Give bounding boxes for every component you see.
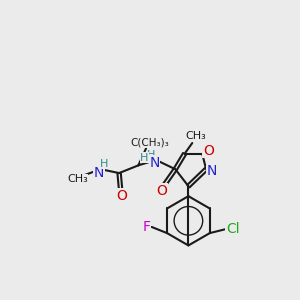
Text: H: H (140, 153, 149, 163)
Text: H: H (147, 150, 156, 160)
Text: CH₃: CH₃ (185, 131, 206, 141)
Text: N: N (207, 164, 217, 178)
Text: N: N (94, 166, 104, 180)
Text: C(CH₃)₃: C(CH₃)₃ (130, 137, 169, 147)
Text: O: O (156, 184, 167, 198)
Text: Cl: Cl (226, 222, 240, 236)
Text: F: F (142, 220, 150, 234)
Text: CH₃: CH₃ (67, 174, 88, 184)
Text: O: O (203, 144, 214, 158)
Text: O: O (117, 189, 128, 203)
Text: N: N (149, 156, 160, 170)
Text: H: H (100, 159, 109, 169)
